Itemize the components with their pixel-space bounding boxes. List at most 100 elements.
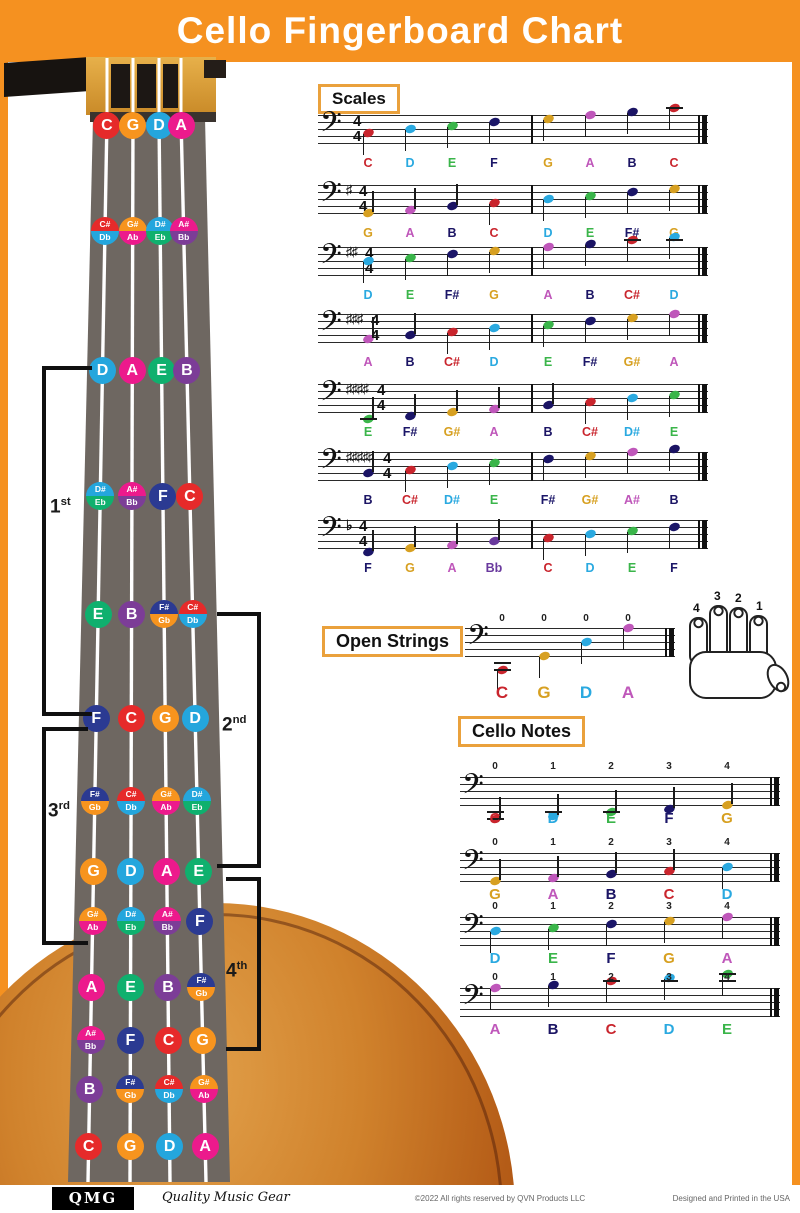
- position-number: 2: [222, 714, 233, 736]
- split-top: F#: [150, 600, 179, 614]
- note-letter: F#: [540, 493, 556, 507]
- note-stem: [498, 386, 500, 408]
- position-number: 3: [48, 800, 59, 822]
- fingerboard-note-circle: G: [189, 1026, 217, 1054]
- split-top: A#: [76, 1026, 105, 1040]
- staff-line: [318, 384, 708, 386]
- final-barline: [698, 314, 700, 343]
- fingerboard-note-circle: D: [181, 704, 209, 732]
- barline: [531, 247, 533, 276]
- note-stem: [626, 318, 629, 340]
- final-barline-thick: [774, 777, 779, 806]
- time-lower: 4: [359, 533, 368, 550]
- barline: [531, 452, 533, 481]
- fingerboard-note-circle: C: [75, 1132, 103, 1160]
- final-barline: [770, 917, 772, 946]
- note-stem: [668, 189, 671, 211]
- music-staff: 𝄢 ♯♯♯♯ 4 4 E F# G# A B C# D# E: [318, 377, 708, 439]
- note-letter: F#: [444, 288, 460, 302]
- staff-line: [318, 473, 708, 475]
- note-letter: C: [489, 226, 499, 240]
- qmg-logo: QMG: [52, 1187, 134, 1210]
- split-bottom: Bb: [117, 496, 146, 510]
- final-barline-thick: [702, 115, 707, 144]
- note-stem: [668, 528, 671, 549]
- fingering-number: 2: [608, 761, 614, 772]
- note-letter: A: [721, 950, 733, 967]
- staff-line: [460, 917, 780, 919]
- fingering-number: 0: [541, 613, 547, 624]
- music-staff: 𝄢 4 4 C D E F G A B C: [318, 102, 708, 170]
- note-stem: [456, 390, 458, 411]
- fingerboard-note-circle: A: [77, 973, 105, 1001]
- bass-clef-icon: 𝄢: [467, 619, 489, 659]
- staff-line: [460, 853, 780, 855]
- fingerboard-note-circle: E: [148, 356, 176, 384]
- fingerboard-note-split: A# Bb: [169, 217, 198, 245]
- split-bottom: Eb: [183, 801, 212, 815]
- fingering-number: 0: [625, 613, 631, 624]
- note-stem: [542, 538, 545, 560]
- staff-line: [318, 527, 708, 529]
- note-stem: [584, 535, 587, 556]
- ledger-line: [719, 973, 736, 975]
- note-stem: [542, 200, 545, 221]
- staff-line: [460, 805, 780, 807]
- note-letter: G: [543, 156, 553, 170]
- scales-section-label: Scales: [318, 84, 400, 114]
- note-stem: [488, 463, 491, 485]
- fingerboard-note-circle: B: [76, 1075, 104, 1103]
- note-letter: G: [489, 886, 501, 903]
- music-staff: 𝄢 0 D 1 E 2 F 3 G 4 A: [460, 901, 780, 967]
- staff-line: [460, 995, 780, 997]
- staff-line: [460, 777, 780, 779]
- position-suffix: nd: [232, 714, 247, 726]
- bass-clef-icon: 𝄢: [462, 768, 484, 808]
- key-signature-sharps: ♯♯♯: [346, 311, 363, 326]
- note-letter: B: [447, 226, 457, 240]
- hand-outline-icon: 4 3 2 1: [689, 589, 790, 699]
- fingerboard-note-split: G# Ab: [78, 907, 107, 935]
- staff-line: [318, 261, 708, 263]
- staff-line: [318, 520, 708, 522]
- note-stem: [668, 315, 671, 336]
- key-signature-sharps: ♯: [346, 182, 352, 197]
- staff-line: [318, 143, 708, 145]
- footer-tagline: Quality Music Gear: [162, 1190, 290, 1205]
- split-bottom: Db: [117, 801, 146, 815]
- ledger-line: [487, 818, 504, 820]
- staff-line: [460, 1016, 780, 1018]
- staff-line: [460, 1009, 780, 1011]
- note-stem: [372, 397, 374, 418]
- final-barline-thick: [702, 247, 707, 276]
- final-barline: [770, 777, 772, 806]
- fingerboard-note-split: C# Db: [90, 217, 119, 245]
- note-letter: B: [605, 886, 617, 903]
- fingerboard-note-circle: B: [118, 600, 146, 628]
- fingerboard-note-split: C# Db: [155, 1075, 184, 1103]
- note-stem: [456, 522, 458, 544]
- note-stem: [615, 790, 617, 811]
- final-barline-thick: [702, 452, 707, 481]
- position-suffix: st: [60, 496, 71, 508]
- bass-clef-icon: 𝄢: [320, 375, 342, 415]
- split-bottom: Bb: [169, 231, 198, 245]
- fingering-number: 4: [724, 837, 730, 848]
- fingering-number: 3: [666, 837, 672, 848]
- position-number: 1: [50, 496, 61, 518]
- key-signature-sharps: ♯♯♯♯: [346, 381, 369, 396]
- fingering-number: 4: [724, 972, 730, 983]
- split-bottom: Ab: [152, 801, 181, 815]
- staff-line: [460, 988, 780, 990]
- staff-line: [465, 656, 675, 658]
- note-stem: [538, 657, 541, 678]
- note-letter: A: [543, 288, 553, 302]
- note-letter: C: [543, 561, 553, 575]
- fingerboard-note-circle: B: [173, 356, 201, 384]
- split-bottom: Gb: [80, 801, 109, 815]
- pegbox-slot: [111, 64, 130, 108]
- note-stem: [362, 133, 365, 155]
- note-stem: [547, 985, 550, 1007]
